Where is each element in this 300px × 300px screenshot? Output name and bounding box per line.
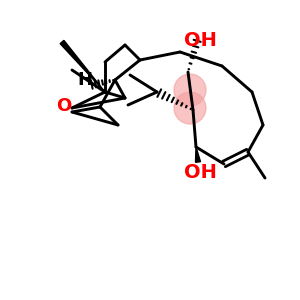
Text: OH: OH [184,163,216,182]
Circle shape [174,74,206,106]
Text: OH: OH [184,31,216,50]
Polygon shape [60,40,105,92]
Text: O: O [56,97,72,115]
Circle shape [174,92,206,124]
Polygon shape [196,147,200,162]
Text: H: H [77,71,92,89]
